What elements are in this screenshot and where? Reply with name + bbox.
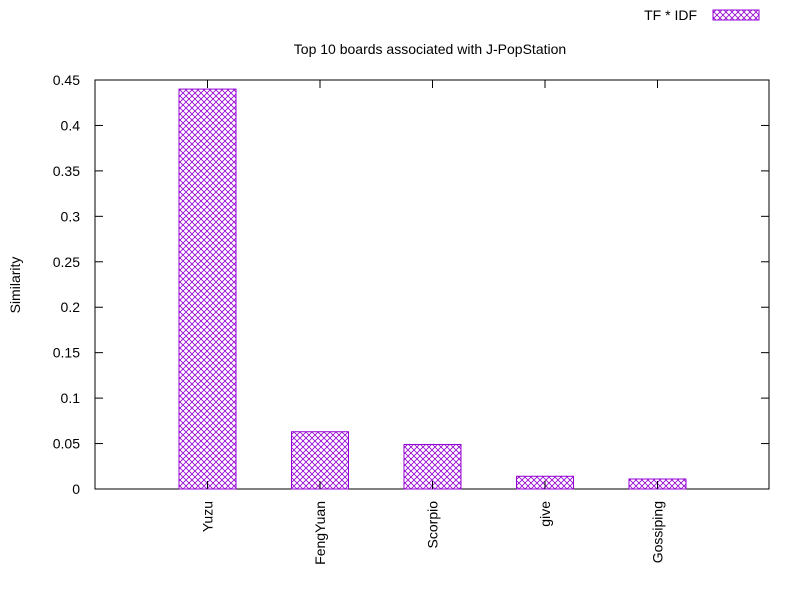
x-tick-label: Gossiping (650, 501, 666, 563)
bars-group (178, 88, 687, 490)
x-tick-label: FengYuan (312, 501, 328, 565)
y-tick-label: 0.1 (61, 390, 81, 406)
x-tick-label: Scorpio (425, 501, 441, 549)
x-tick-label: give (537, 501, 553, 527)
y-tick-label: 0.45 (53, 72, 80, 88)
y-axis: 0 0.05 0.1 0.15 0.2 0.25 0.3 0.35 0.4 0.45 (53, 72, 769, 497)
legend-label: TF * IDF (644, 7, 697, 23)
y-tick-label: 0.25 (53, 254, 80, 270)
y-tick-label: 0.35 (53, 163, 80, 179)
y-tick-label: 0.3 (61, 208, 81, 224)
y-tick-label: 0.15 (53, 345, 80, 361)
y-axis-label: Similarity (7, 257, 23, 314)
y-tick-label: 0.05 (53, 436, 80, 452)
y-tick-label: 0 (72, 481, 80, 497)
x-axis: Yuzu FengYuan Scorpio give Gossiping (200, 80, 666, 565)
y-tick-label: 0.4 (61, 117, 81, 133)
legend-swatch (712, 9, 760, 21)
legend: TF * IDF (644, 7, 760, 23)
bar (178, 88, 237, 490)
y-tick-label: 0.2 (61, 299, 81, 315)
bar (291, 431, 349, 490)
x-tick-label: Yuzu (200, 501, 216, 532)
chart-title: Top 10 boards associated with J-PopStati… (294, 41, 566, 57)
